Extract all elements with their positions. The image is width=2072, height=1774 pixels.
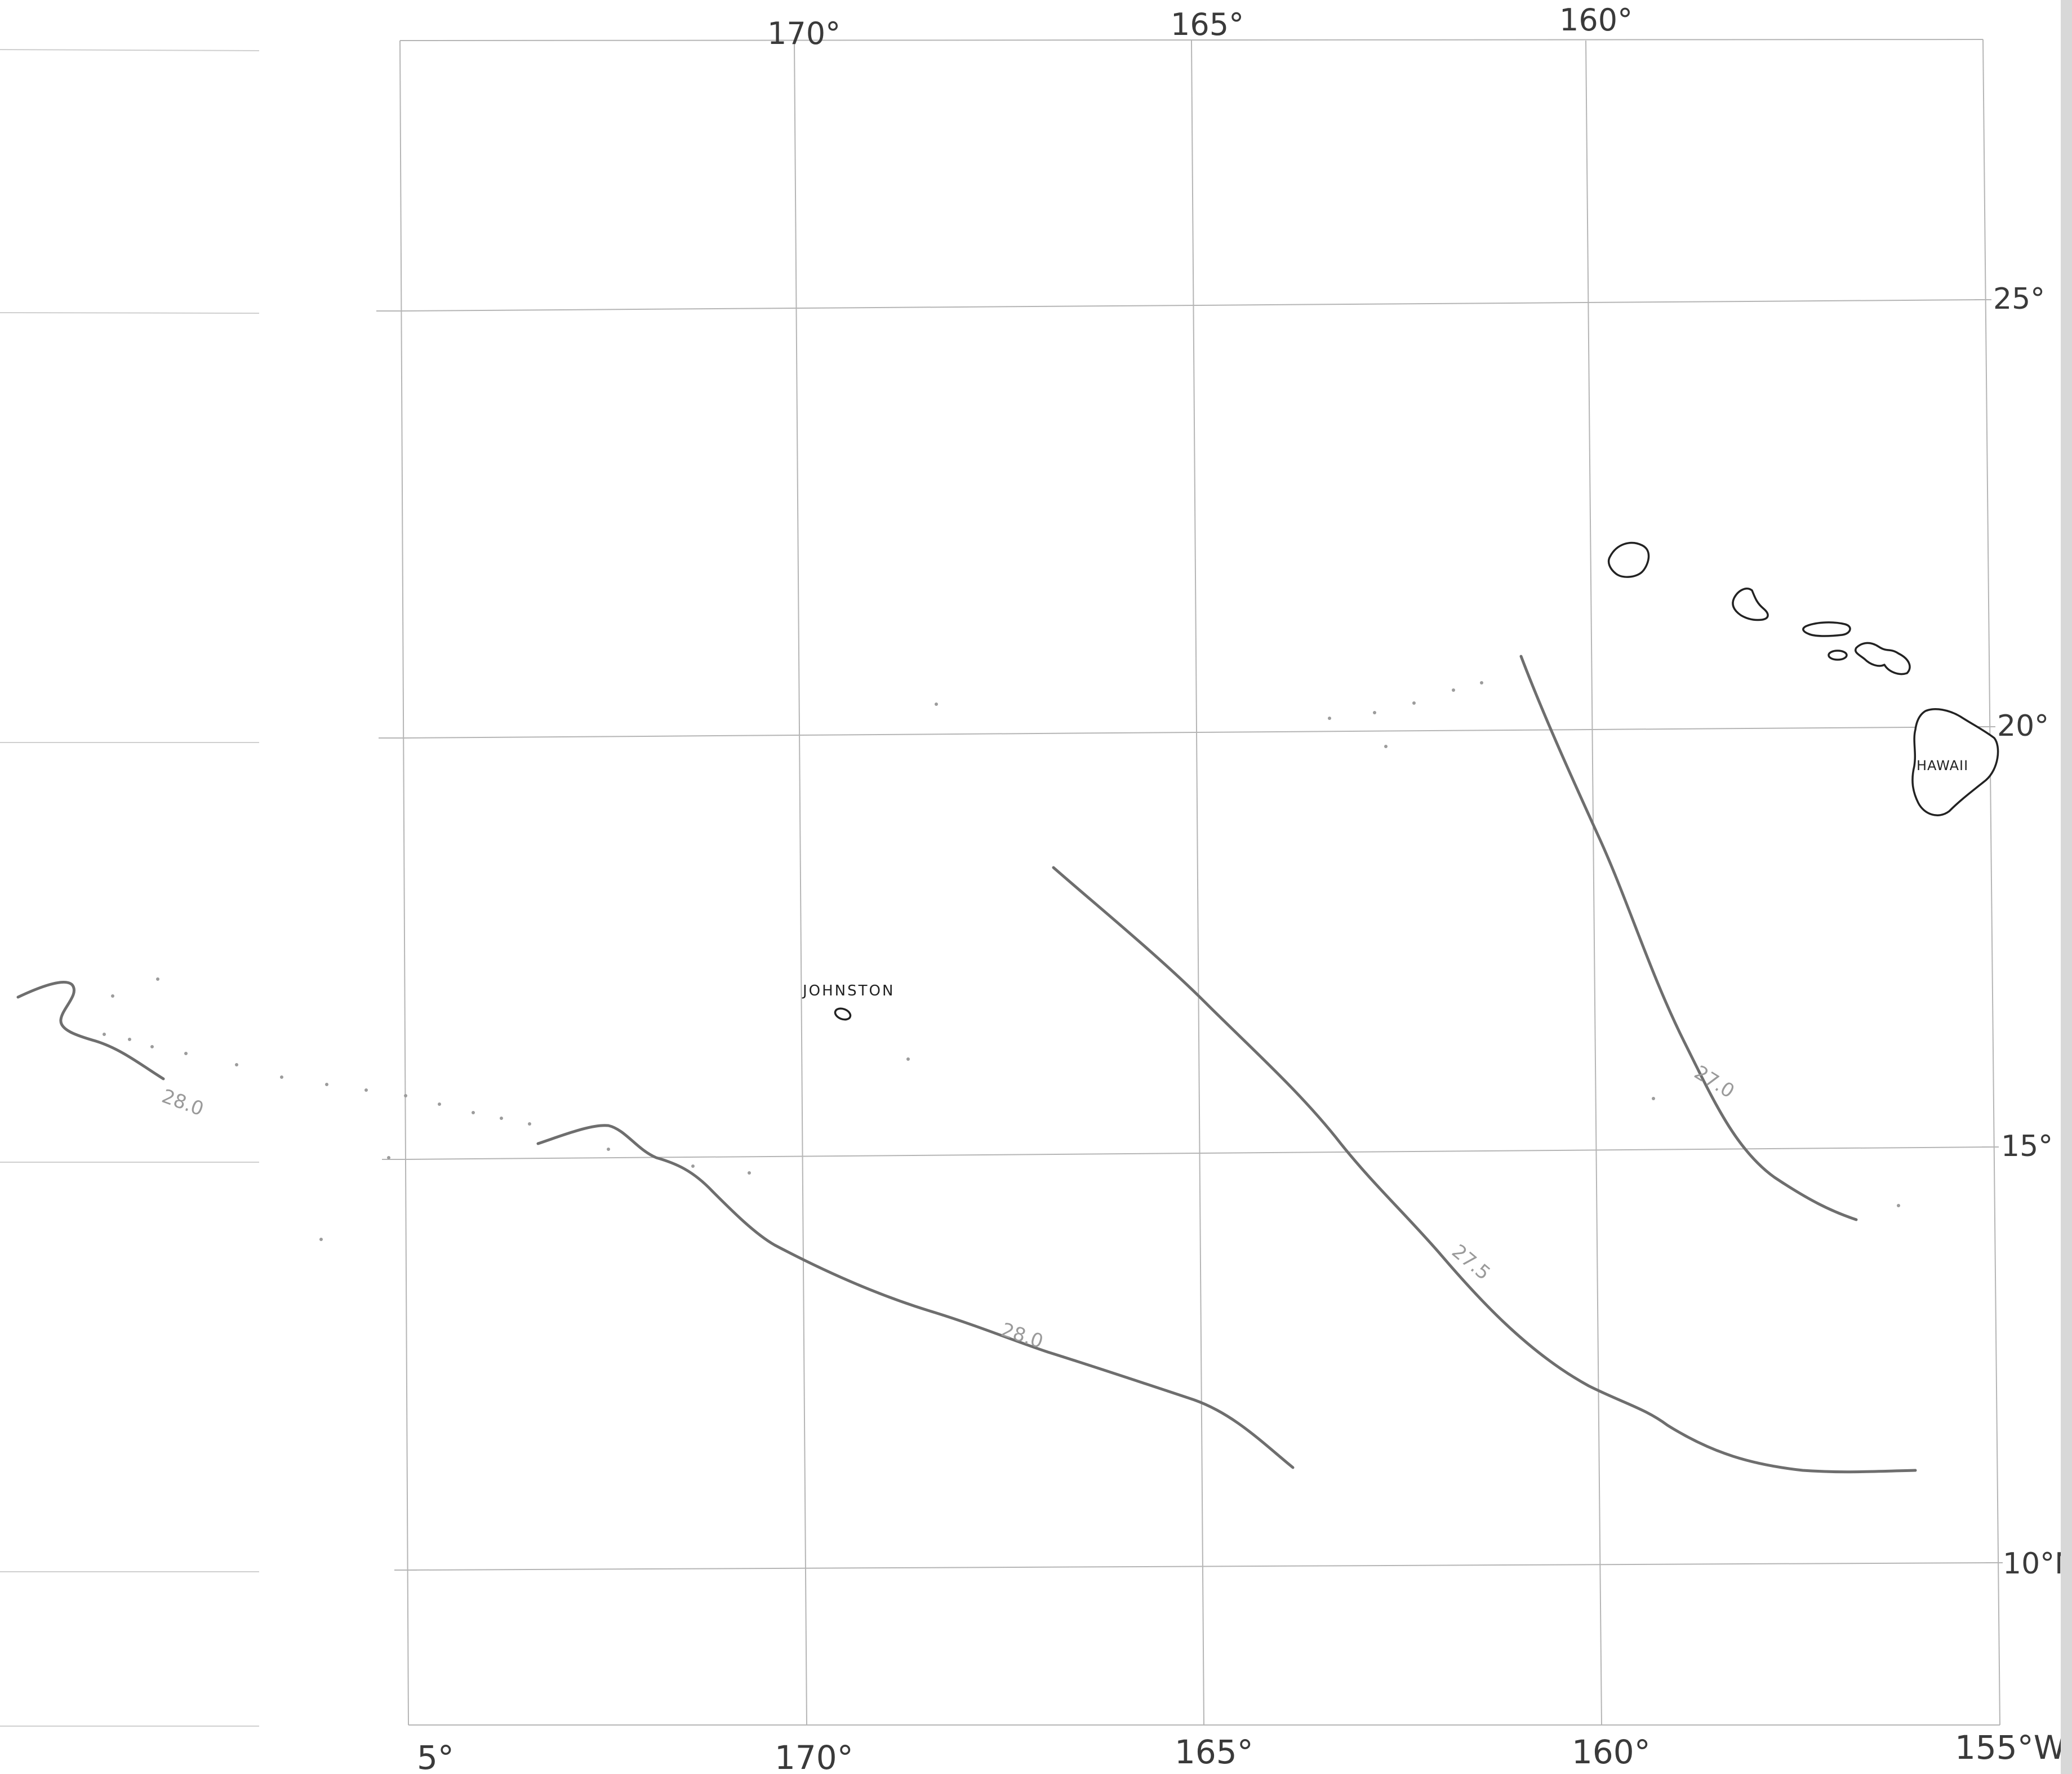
frame-right [1982,39,2000,1726]
lon-label-bottom-160: 160° [1572,1733,1651,1771]
lon-label-bottom-155w: 155°W [1955,1728,2066,1767]
isotherm-28-left-fragment [16,980,165,1081]
meridian-170 [794,40,807,1726]
lon-label-top-165: 165° [1171,7,1244,42]
lon-label-bottom-175: 5° [417,1739,454,1774]
lat-label-15: 15° [2001,1130,2053,1163]
pencil-dot-traces [103,681,1900,1241]
parallel-20 [402,726,1988,739]
lon-label-top-170: 170° [767,16,841,51]
lon-label-top-160: 160° [1559,2,1633,38]
molokai-outline [1802,621,1851,637]
johnston-label: JOHNSTON [802,982,895,999]
parallel-10 [406,1562,1996,1571]
lat-label-10n: 10°N [2003,1547,2072,1581]
lanai-outline [1828,650,1848,661]
lon-label-bottom-165: 165° [1175,1733,1253,1771]
left-strip-line-a [0,49,260,51]
lat-label-20: 20° [1997,709,2049,743]
maui-outline [1855,642,1911,675]
scan-edge-shadow [2061,0,2072,1774]
isotherm-label-27-5: 27.5 [1447,1240,1495,1284]
map-grid [0,39,2003,1727]
parallel-15 [404,1146,1992,1160]
hawaii-island-outline [1911,708,1999,816]
parallel-25 [401,299,1985,312]
isotherm-27-0 [1519,655,1858,1221]
frame-top [399,39,1984,41]
meridian-160 [1585,40,1602,1726]
isotherm-27-5 [1052,866,1917,1474]
isotherms [16,655,1917,1474]
meridian-165 [1191,40,1204,1726]
johnston-island-outline [834,1007,852,1021]
lat-label-25: 25° [1993,282,2045,316]
lon-label-bottom-170: 170° [775,1739,853,1774]
hawaii-label: HAWAII [1917,758,1968,773]
frame-left [399,40,409,1726]
isotherm-28-main [536,1124,1295,1469]
johnston-island: JOHNSTON [802,982,895,1021]
hawaiian-islands: HAWAII [1607,541,1999,816]
kauai-outline [1607,541,1650,578]
isotherm-label-28-left: 28.0 [159,1085,207,1121]
oahu-outline [1732,588,1769,621]
isotherm-label-28-main: 28.0 [998,1319,1046,1353]
